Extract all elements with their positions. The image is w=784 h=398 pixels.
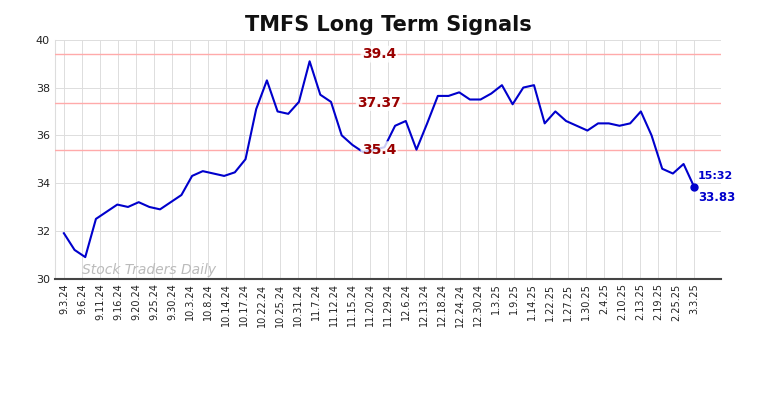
Text: 35.4: 35.4 — [362, 142, 396, 157]
Text: 15:32: 15:32 — [698, 171, 733, 181]
Text: 33.83: 33.83 — [698, 191, 735, 204]
Text: 39.4: 39.4 — [362, 47, 396, 61]
Text: Stock Traders Daily: Stock Traders Daily — [82, 263, 216, 277]
Text: 37.37: 37.37 — [358, 96, 401, 109]
Title: TMFS Long Term Signals: TMFS Long Term Signals — [245, 16, 532, 35]
